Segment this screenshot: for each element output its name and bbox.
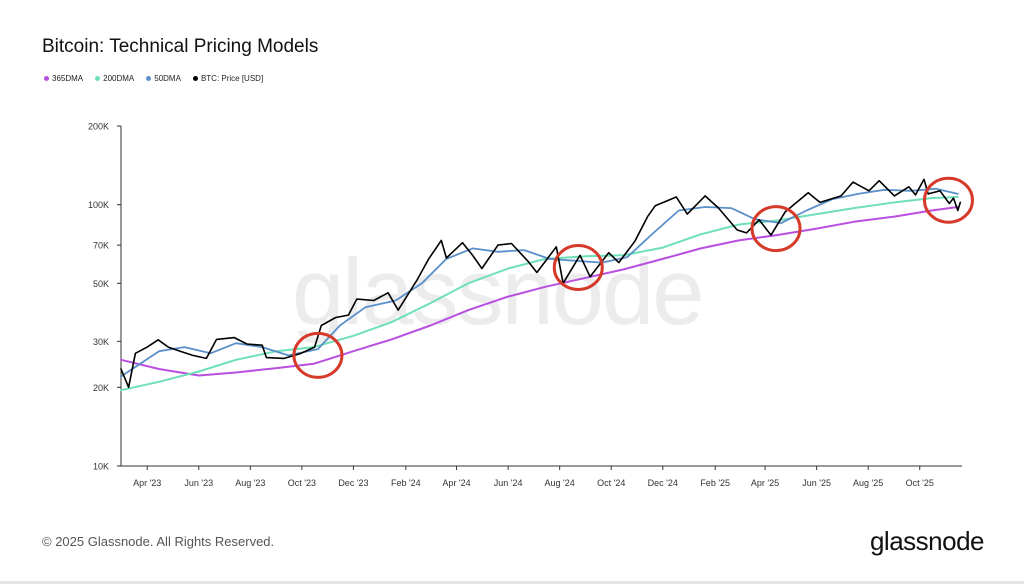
x-tick-label: Aug '25	[853, 478, 883, 488]
x-tick-label: Oct '24	[597, 478, 625, 488]
x-tick-label: Aug '23	[235, 478, 265, 488]
annotation-circle	[922, 176, 974, 224]
x-tick-label: Oct '23	[288, 478, 316, 488]
x-tick-label: Aug '24	[545, 478, 575, 488]
legend-item: 50DMA	[146, 74, 181, 83]
x-tick-label: Feb '24	[391, 478, 421, 488]
chart-legend: 365DMA 200DMA 50DMA BTC: Price [USD]	[44, 74, 263, 83]
copyright-text: © 2025 Glassnode. All Rights Reserved.	[42, 534, 275, 549]
series-line-btc-price-usd	[120, 178, 962, 389]
y-tick-label: 20K	[93, 383, 109, 393]
legend-label: 200DMA	[103, 74, 135, 83]
series-line-365dma	[120, 206, 959, 377]
brand-logo: glassnode	[869, 526, 985, 556]
x-tick-label: Dec '24	[648, 478, 678, 488]
x-tick-label: Apr '23	[133, 478, 161, 488]
legend-item: 365DMA	[44, 74, 83, 83]
y-tick-label: 30K	[93, 337, 109, 347]
legend-marker	[146, 76, 152, 81]
y-tick-label: 200K	[88, 122, 109, 132]
x-tick-label: Oct '25	[906, 478, 934, 488]
legend-label: 365DMA	[52, 74, 84, 83]
divider	[0, 581, 1024, 584]
legend-label: 50DMA	[154, 74, 181, 83]
x-tick-label: Apr '25	[751, 478, 779, 488]
legend-item: 200DMA	[95, 74, 134, 83]
x-tick-label: Jun '25	[802, 478, 831, 488]
chart-title: Bitcoin: Technical Pricing Models	[42, 36, 319, 57]
y-tick-label: 100K	[88, 200, 109, 210]
annotation-circle	[552, 243, 604, 291]
series-line-50dma	[120, 187, 959, 378]
legend-label: BTC: Price [USD]	[200, 74, 264, 83]
annotation-circle	[750, 205, 802, 253]
x-tick-label: Jun '24	[494, 478, 523, 488]
legend-item: BTC: Price [USD]	[192, 74, 264, 83]
annotation-circle	[292, 331, 344, 379]
y-tick-label: 70K	[93, 241, 109, 251]
legend-marker	[95, 76, 101, 81]
y-tick-label: 10K	[93, 462, 109, 472]
series-line-200dma	[120, 196, 959, 392]
x-tick-label: Apr '24	[442, 478, 470, 488]
x-tick-label: Dec '23	[338, 478, 368, 488]
legend-marker	[44, 76, 49, 81]
x-tick-label: Jun '23	[184, 478, 213, 488]
x-tick-label: Feb '25	[700, 478, 730, 488]
y-tick-label: 50K	[93, 279, 109, 289]
legend-marker	[192, 76, 198, 81]
